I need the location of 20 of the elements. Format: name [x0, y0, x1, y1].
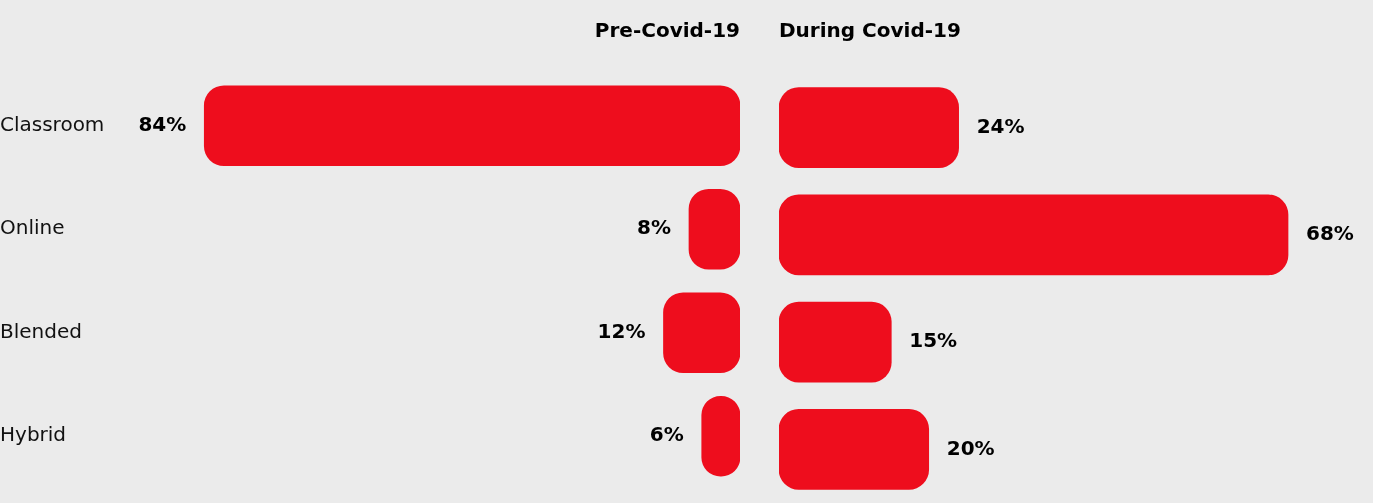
y-tick-label: Blended: [0, 318, 82, 343]
data-label: 24%: [976, 113, 1025, 138]
bar: [663, 292, 740, 374]
bar: [779, 409, 930, 490]
data-label: 15%: [909, 328, 958, 353]
data-label: 12%: [597, 318, 646, 343]
y-tick-label: Classroom: [0, 111, 105, 136]
bar: [779, 87, 959, 168]
chart-title: During Covid-19: [779, 18, 961, 43]
bar: [779, 194, 1289, 276]
y-tick-label: Online: [0, 215, 65, 240]
data-label: 84%: [138, 111, 187, 136]
data-label: 68%: [1306, 221, 1354, 246]
y-tick-label: Hybrid: [0, 422, 67, 447]
data-label: 20%: [946, 435, 995, 460]
bar: [779, 301, 892, 383]
chart-title: Pre-Covid-19: [594, 18, 740, 43]
data-label: 8%: [637, 215, 671, 240]
data-label: 6%: [649, 422, 684, 447]
bar: [203, 85, 740, 167]
